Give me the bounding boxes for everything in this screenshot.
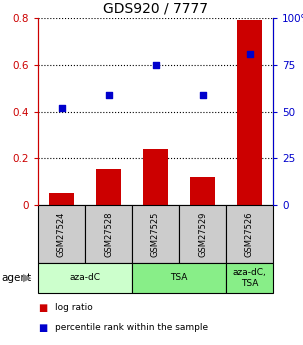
- Bar: [237, 20, 262, 205]
- Point: [153, 62, 158, 68]
- Text: GSM27528: GSM27528: [104, 211, 113, 257]
- Text: log ratio: log ratio: [55, 304, 92, 313]
- Bar: [132, 263, 226, 293]
- Title: GDS920 / 7777: GDS920 / 7777: [103, 1, 208, 16]
- Bar: [95, 169, 122, 205]
- Text: ■: ■: [38, 303, 47, 313]
- Point: [247, 51, 252, 56]
- Point: [106, 92, 111, 97]
- Bar: [38, 205, 85, 263]
- Text: ■: ■: [38, 323, 47, 333]
- Bar: [226, 263, 273, 293]
- Text: agent: agent: [2, 273, 32, 283]
- Bar: [179, 205, 226, 263]
- Text: GSM27524: GSM27524: [57, 211, 66, 257]
- Text: GSM27525: GSM27525: [151, 211, 160, 257]
- Text: percentile rank within the sample: percentile rank within the sample: [55, 324, 208, 333]
- Bar: [190, 177, 215, 205]
- Bar: [85, 205, 132, 263]
- Bar: [143, 149, 168, 205]
- Text: TSA: TSA: [170, 274, 188, 283]
- Text: aza-dC: aza-dC: [69, 274, 101, 283]
- Point: [200, 92, 205, 97]
- Bar: [226, 205, 273, 263]
- Point: [59, 105, 64, 110]
- Bar: [132, 205, 179, 263]
- Text: GSM27529: GSM27529: [198, 211, 207, 257]
- Bar: [38, 263, 132, 293]
- Text: GSM27526: GSM27526: [245, 211, 254, 257]
- Text: ▶: ▶: [23, 273, 31, 283]
- Bar: [48, 193, 75, 205]
- Text: aza-dC,
TSA: aza-dC, TSA: [233, 268, 266, 288]
